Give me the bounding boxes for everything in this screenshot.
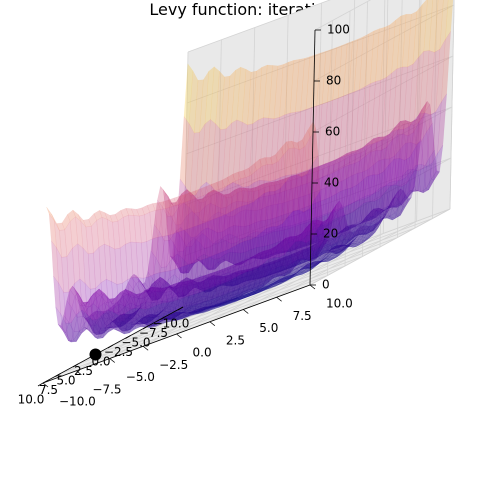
marker-layer: [90, 349, 102, 361]
z-tick-label: 100: [327, 23, 350, 37]
z-tick-label: 40: [324, 176, 339, 190]
y-tick-label: 7.5: [293, 309, 312, 323]
y-tick-mark: [310, 285, 315, 289]
x-tick-label: 10.0: [18, 393, 45, 407]
y-tick-label: 10.0: [326, 297, 353, 311]
current-point-marker: [90, 349, 102, 361]
y-tick-label: 5.0: [259, 321, 278, 335]
y-tick-mark: [243, 310, 248, 314]
y-tick-mark: [277, 297, 282, 301]
y-tick-label: −2.5: [159, 358, 188, 372]
y-tick-label: −5.0: [126, 370, 155, 384]
z-tick-label: 60: [325, 125, 340, 139]
z-tick-label: 20: [323, 227, 338, 241]
z-tick-label: 80: [326, 74, 341, 88]
y-tick-label: −7.5: [92, 382, 121, 396]
y-tick-label: 2.5: [226, 333, 245, 347]
y-tick-label: −10.0: [59, 395, 96, 409]
y-tick-mark: [177, 334, 182, 338]
y-tick-label: 0.0: [193, 346, 212, 360]
z-tick-label: 0: [322, 278, 330, 292]
x-tick-label: 5.0: [56, 374, 75, 388]
y-tick-mark: [210, 322, 215, 326]
